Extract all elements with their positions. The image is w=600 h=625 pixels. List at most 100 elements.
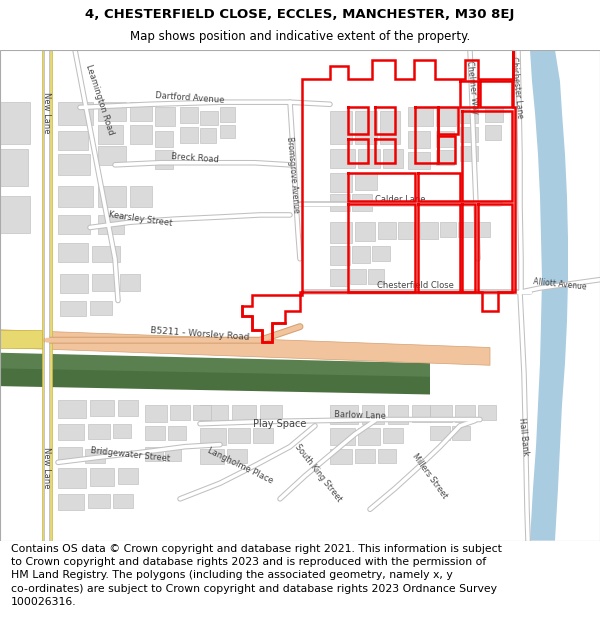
Bar (452, 426, 470, 441)
Text: B5211 - Worsley Road: B5211 - Worsley Road (150, 326, 250, 342)
Bar (98, 186, 126, 207)
Bar (58, 215, 90, 234)
Bar (145, 447, 163, 461)
Bar (436, 131, 454, 147)
Bar (113, 494, 133, 508)
Text: South King Street: South King Street (293, 442, 343, 503)
Bar (145, 405, 167, 422)
Text: Leamington Road: Leamington Road (85, 64, 116, 136)
Text: Millers Street: Millers Street (411, 452, 449, 500)
Text: Chelmer Way: Chelmer Way (465, 61, 479, 115)
Bar (58, 243, 88, 262)
Bar (168, 426, 186, 441)
Polygon shape (0, 352, 430, 382)
Bar (0, 149, 28, 186)
Bar (458, 222, 474, 237)
Bar (155, 150, 173, 169)
Bar (200, 428, 226, 444)
Bar (200, 449, 224, 464)
Bar (378, 222, 396, 239)
Bar (58, 494, 84, 511)
Text: Barlow Lane: Barlow Lane (334, 410, 386, 421)
Text: Dartford Avenue: Dartford Avenue (155, 91, 225, 105)
Bar (330, 173, 352, 192)
Polygon shape (530, 50, 568, 541)
Bar (58, 447, 82, 461)
Text: Map shows position and indicative extent of the property.: Map shows position and indicative extent… (130, 30, 470, 43)
Text: Bridgewater Street: Bridgewater Street (90, 446, 170, 464)
Bar (90, 468, 114, 486)
Bar (113, 424, 131, 438)
Bar (58, 400, 86, 419)
Text: New Lane: New Lane (43, 447, 52, 488)
Bar (98, 215, 124, 234)
Bar (193, 405, 211, 419)
Bar (220, 107, 235, 122)
Bar (436, 107, 456, 126)
Bar (420, 222, 438, 239)
Text: Play Space: Play Space (253, 419, 307, 429)
Bar (145, 426, 165, 441)
Bar (98, 146, 126, 165)
Bar (330, 428, 355, 444)
Text: Chichester Lane: Chichester Lane (509, 56, 525, 119)
Bar (85, 449, 105, 463)
Bar (130, 125, 152, 144)
Bar (118, 400, 138, 416)
Bar (98, 125, 123, 144)
Bar (330, 111, 352, 144)
Bar (460, 127, 478, 142)
Bar (330, 222, 352, 243)
Bar (58, 424, 84, 441)
Bar (352, 246, 370, 263)
Bar (130, 102, 152, 121)
Bar (352, 194, 372, 211)
Bar (130, 186, 152, 207)
Bar (92, 246, 120, 262)
Polygon shape (0, 330, 42, 348)
Bar (260, 405, 282, 422)
Bar (350, 269, 366, 284)
Polygon shape (0, 368, 430, 394)
Bar (330, 194, 350, 211)
Bar (330, 405, 358, 424)
Text: Kearsley Street: Kearsley Street (107, 210, 172, 228)
Bar (408, 152, 430, 169)
Bar (200, 405, 228, 424)
Bar (485, 107, 503, 122)
Bar (155, 131, 173, 147)
Text: Langholme Place: Langholme Place (206, 446, 274, 485)
Text: Contains OS data © Crown copyright and database right 2021. This information is : Contains OS data © Crown copyright and d… (11, 544, 502, 607)
Bar (90, 301, 112, 315)
Bar (58, 186, 93, 207)
Bar (358, 149, 380, 168)
Text: Chesterfield Close: Chesterfield Close (377, 281, 454, 291)
Bar (408, 131, 430, 148)
Bar (355, 111, 377, 144)
Bar (0, 102, 30, 144)
Bar (362, 405, 384, 424)
Bar (58, 154, 90, 175)
Bar (227, 449, 247, 463)
Bar (460, 146, 478, 161)
Bar (165, 447, 181, 461)
Bar (430, 426, 450, 441)
Bar (330, 269, 348, 286)
Bar (232, 405, 256, 422)
Bar (330, 246, 350, 265)
Bar (355, 173, 377, 190)
Bar (118, 468, 138, 484)
Text: Bromsgrove Avenue: Bromsgrove Avenue (285, 137, 301, 214)
Bar (90, 400, 114, 416)
Bar (478, 405, 496, 419)
Bar (58, 131, 88, 150)
Bar (0, 196, 30, 232)
Bar (228, 428, 250, 442)
Polygon shape (0, 330, 490, 365)
Bar (58, 102, 93, 125)
Text: Calder Lane: Calder Lane (375, 195, 425, 204)
Bar (388, 405, 408, 424)
Bar (408, 107, 433, 126)
Bar (60, 274, 88, 293)
Bar (60, 301, 86, 316)
